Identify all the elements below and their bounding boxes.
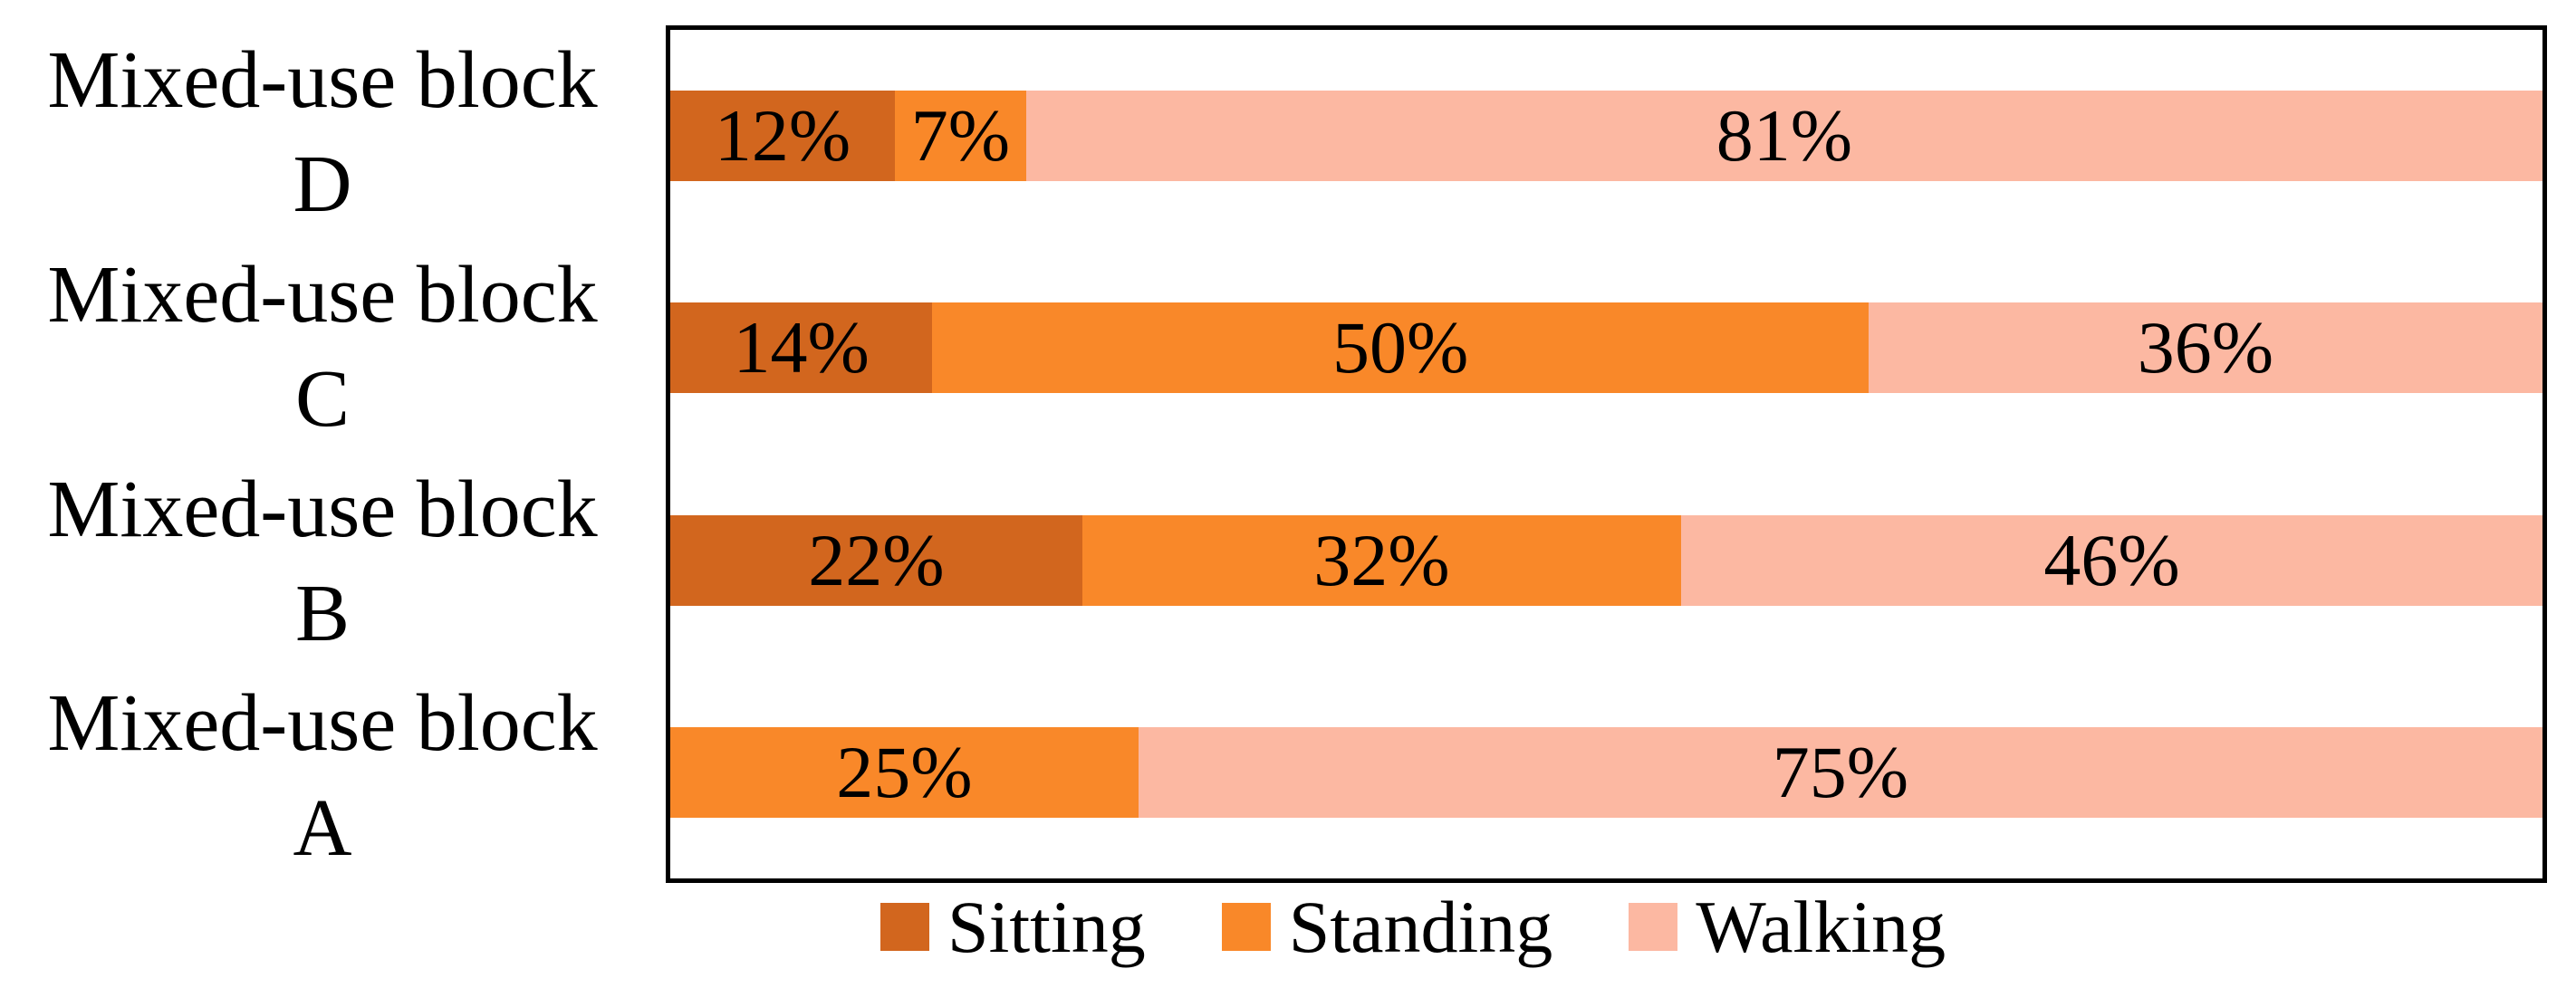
category-label-c: Mixed-use block C bbox=[0, 240, 645, 455]
legend-item-sitting: Sitting bbox=[880, 885, 1146, 970]
value-label: 7% bbox=[910, 94, 1011, 177]
category-label-line2: C bbox=[294, 354, 351, 445]
plot-area: 12% 7% 81% 14% 50% 36% 22% 32% 46% 25% 75% bbox=[666, 25, 2547, 883]
category-label-d: Mixed-use block D bbox=[0, 25, 645, 240]
category-label-line2: B bbox=[294, 568, 351, 658]
category-label-line1: Mixed-use block bbox=[47, 35, 598, 126]
stacked-bar: 12% 7% 81% bbox=[670, 91, 2542, 182]
category-label-line1: Mixed-use block bbox=[47, 678, 598, 769]
value-label: 36% bbox=[2137, 306, 2274, 389]
bar-segment-sitting: 12% bbox=[670, 91, 896, 182]
legend-item-walking: Walking bbox=[1629, 885, 1946, 970]
category-label-line2: D bbox=[293, 139, 352, 230]
legend-item-standing: Standing bbox=[1221, 885, 1553, 970]
value-label: 46% bbox=[2043, 518, 2180, 601]
stacked-bar: 25% 75% bbox=[670, 726, 2542, 818]
legend-label: Walking bbox=[1696, 886, 1946, 968]
category-label-line1: Mixed-use block bbox=[47, 249, 598, 340]
value-label: 75% bbox=[1772, 730, 1909, 813]
legend: Sitting Standing Walking bbox=[880, 885, 1946, 970]
legend-swatch-sitting bbox=[880, 903, 929, 951]
bar-row-a: 25% 75% bbox=[670, 667, 2542, 878]
value-label: 25% bbox=[836, 730, 973, 813]
bar-segment-standing: 50% bbox=[932, 302, 1869, 394]
bar-segment-walking: 75% bbox=[1138, 726, 2542, 818]
legend-label: Standing bbox=[1288, 886, 1553, 968]
bar-segment-walking: 81% bbox=[1025, 91, 2542, 182]
bar-row-c: 14% 50% 36% bbox=[670, 242, 2542, 454]
value-label: 12% bbox=[714, 94, 851, 177]
value-label: 32% bbox=[1313, 518, 1450, 601]
legend-label: Sitting bbox=[947, 886, 1146, 968]
bar-row-d: 12% 7% 81% bbox=[670, 30, 2542, 242]
legend-swatch-standing bbox=[1221, 903, 1271, 951]
bar-segment-standing: 32% bbox=[1081, 514, 1682, 606]
legend-swatch-walking bbox=[1629, 903, 1678, 951]
stacked-bar: 14% 50% 36% bbox=[670, 302, 2542, 394]
category-label-line2: A bbox=[293, 782, 352, 873]
value-label: 14% bbox=[733, 306, 870, 389]
bar-segment-walking: 46% bbox=[1681, 514, 2542, 606]
value-label: 50% bbox=[1331, 306, 1469, 389]
bar-segment-sitting: 22% bbox=[670, 514, 1082, 606]
category-label-b: Mixed-use block B bbox=[0, 455, 645, 669]
category-label-line1: Mixed-use block bbox=[47, 464, 598, 554]
bar-segment-sitting: 14% bbox=[670, 302, 933, 394]
value-label: 81% bbox=[1716, 94, 1852, 177]
bar-segment-standing: 7% bbox=[895, 91, 1026, 182]
value-label: 22% bbox=[808, 518, 945, 601]
stacked-bar: 22% 32% 46% bbox=[670, 514, 2542, 606]
bar-segment-walking: 36% bbox=[1868, 302, 2542, 394]
bar-segment-standing: 25% bbox=[670, 726, 1139, 818]
bar-row-b: 22% 32% 46% bbox=[670, 455, 2542, 667]
category-axis: Mixed-use block D Mixed-use block C Mixed-us… bbox=[0, 25, 645, 883]
category-label-a: Mixed-use block A bbox=[0, 668, 645, 883]
